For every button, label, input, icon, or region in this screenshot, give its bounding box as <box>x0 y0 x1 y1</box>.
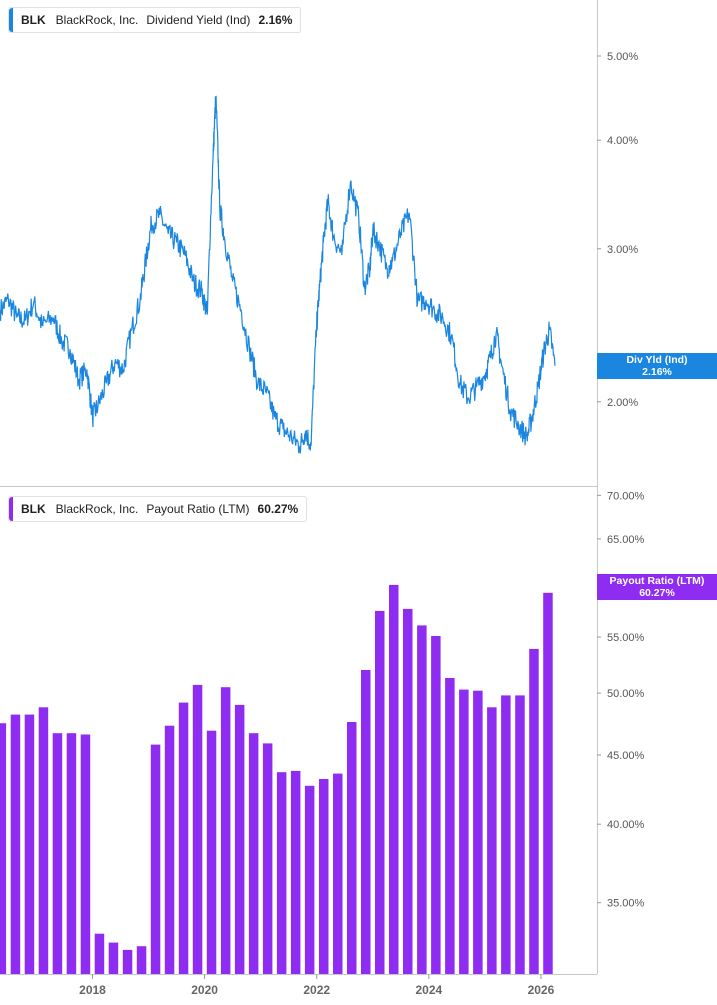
x-tick-label: 2026 <box>528 983 555 997</box>
payout-ratio-price-tag: Payout Ratio (LTM) 60.27% <box>597 574 717 600</box>
payout-ratio-bar <box>0 723 7 974</box>
legend-swatch <box>9 8 13 32</box>
payout-ratio-bar <box>262 743 273 974</box>
payout-ratio-bar <box>361 670 371 974</box>
x-tick-label: 2022 <box>303 983 330 997</box>
payout-ratio-legend: BLK BlackRock, Inc. Payout Ratio (LTM) 6… <box>8 496 308 522</box>
y-tick-label: 70.00% <box>607 490 645 502</box>
y-tick-label: 55.00% <box>607 632 645 644</box>
y-tick-label: 5.00% <box>607 51 638 63</box>
payout-ratio-bar <box>234 704 245 974</box>
dividend-yield-line <box>0 95 556 454</box>
payout-ratio-bar <box>529 648 539 974</box>
payout-ratio-bar <box>445 678 455 974</box>
tag-value: 2.16% <box>642 366 672 378</box>
y-tick-label: 2.00% <box>607 397 638 409</box>
payout-ratio-bar <box>304 785 315 974</box>
legend-value: 60.27% <box>257 502 299 516</box>
payout-ratio-bar <box>515 695 525 974</box>
legend-ticker: BLK <box>21 502 46 516</box>
legend-metric: Payout Ratio (LTM) <box>146 502 250 516</box>
payout-ratio-bar <box>122 949 133 974</box>
dividend-yield-legend: BLK BlackRock, Inc. Dividend Yield (Ind)… <box>8 7 302 33</box>
x-tick-label: 2020 <box>191 983 218 997</box>
payout-ratio-bar <box>403 608 413 974</box>
payout-ratio-bar <box>24 714 35 974</box>
payout-ratio-bar <box>319 779 329 974</box>
dividend-yield-price-tag: Div Yld (Ind) 2.16% <box>597 353 717 379</box>
legend-company: BlackRock, Inc. <box>55 13 139 27</box>
legend-company: BlackRock, Inc. <box>55 502 139 516</box>
payout-ratio-bar <box>347 722 357 974</box>
payout-ratio-bar <box>206 730 217 974</box>
payout-ratio-bar <box>389 584 399 974</box>
payout-ratio-bar <box>290 770 301 974</box>
payout-ratio-bar <box>248 733 259 974</box>
tag-label: Div Yld (Ind) <box>626 354 688 366</box>
payout-ratio-bar <box>543 592 553 974</box>
payout-ratio-bar <box>178 702 189 974</box>
payout-ratio-bar <box>38 707 49 974</box>
payout-ratio-bar <box>431 636 441 974</box>
x-tick-label: 2024 <box>415 983 442 997</box>
tag-value: 60.27% <box>639 587 675 599</box>
payout-ratio-bar <box>417 625 427 974</box>
payout-ratio-bar <box>501 695 511 974</box>
payout-ratio-bar <box>473 690 483 974</box>
y-tick-label: 50.00% <box>607 688 645 700</box>
payout-ratio-bar <box>164 725 175 974</box>
payout-ratio-bar <box>220 687 231 974</box>
axes: 5.00% 4.00% 3.00% 2.00% 70.00% 65.00% 55.00% 50… <box>0 0 645 997</box>
y-tick-label: 40.00% <box>607 819 645 831</box>
tag-label: Payout Ratio (LTM) <box>609 575 705 587</box>
payout-ratio-bar <box>94 933 105 974</box>
legend-value: 2.16% <box>258 13 293 27</box>
legend-swatch <box>9 497 13 521</box>
y-tick-label: 45.00% <box>607 750 645 762</box>
payout-ratio-bar <box>108 942 119 974</box>
payout-ratio-bar <box>66 733 77 974</box>
payout-ratio-plot <box>0 584 553 974</box>
payout-ratio-bar <box>459 689 469 974</box>
payout-ratio-bar <box>52 733 63 974</box>
x-tick-label: 2018 <box>79 983 106 997</box>
legend-ticker: BLK <box>21 13 46 27</box>
legend-metric: Dividend Yield (Ind) <box>146 13 251 27</box>
y-tick-label: 35.00% <box>607 898 645 910</box>
payout-ratio-bar <box>10 714 21 974</box>
y-tick-label: 4.00% <box>607 135 638 147</box>
y-tick-label: 3.00% <box>607 244 638 256</box>
payout-ratio-bar <box>150 744 161 974</box>
payout-ratio-bar <box>80 734 91 974</box>
payout-ratio-bar <box>333 773 343 974</box>
payout-ratio-bar <box>136 946 147 974</box>
y-tick-label: 65.00% <box>607 534 645 546</box>
payout-ratio-bar <box>276 772 287 974</box>
payout-ratio-bar <box>487 707 497 974</box>
payout-ratio-bar <box>375 610 385 974</box>
payout-ratio-bar <box>192 684 203 974</box>
dividend-yield-plot <box>0 95 556 454</box>
